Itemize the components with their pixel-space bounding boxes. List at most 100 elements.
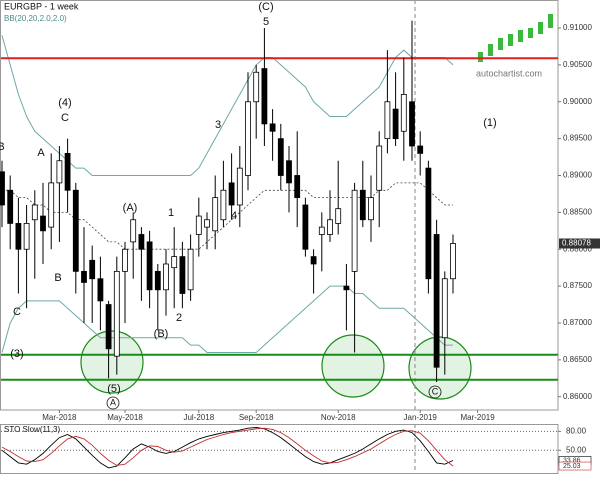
y-tick-label: 0.89000 [563, 171, 592, 180]
chart-title: EURGBP - 1 week [4, 1, 79, 11]
candle-body [23, 223, 30, 250]
candle-body [146, 241, 153, 291]
logo-bar [548, 14, 553, 28]
wave-label: 2 [176, 312, 182, 324]
sto-line [1, 427, 454, 469]
y-tick-label: 0.88500 [563, 207, 592, 216]
x-tick-label: Jul-2018 [183, 413, 214, 422]
wave-label: (3) [10, 348, 23, 360]
candle-body [179, 256, 186, 294]
candle-body [89, 259, 96, 280]
candle-body [368, 197, 374, 221]
candle-body [163, 263, 169, 291]
y-tick-label: 0.86000 [563, 392, 592, 401]
candle-body [105, 304, 112, 350]
candle-body [433, 234, 440, 368]
candle-body [236, 167, 243, 206]
wave-label: 3 [215, 119, 221, 131]
x-tick-label: Mar-2018 [42, 413, 77, 422]
candle-body [384, 101, 391, 140]
candle-body [122, 248, 128, 272]
wave-label: (4) [58, 97, 71, 109]
wave-label: A [37, 147, 45, 159]
candle-body [97, 278, 104, 302]
x-tick-label: May-2018 [107, 413, 143, 422]
candle-body [310, 256, 317, 265]
candle-body [195, 215, 202, 235]
y-tick-label: 0.89500 [563, 134, 592, 143]
logo-bar [488, 44, 493, 56]
candle-body [417, 145, 424, 154]
candle-body [154, 270, 161, 291]
candle-body [7, 189, 14, 224]
candle-body [204, 219, 210, 228]
candle-body [212, 197, 219, 232]
wave-label: B [54, 272, 61, 284]
candle-body [269, 123, 276, 132]
wave-label: (1) [483, 117, 496, 129]
y-tick-label: 0.87500 [563, 281, 592, 290]
candle-body [130, 219, 137, 243]
candle-body [450, 243, 456, 280]
x-tick-label: Mar-2019 [460, 413, 495, 422]
candle-body [245, 101, 251, 176]
logo-bar [528, 28, 533, 38]
x-tick-label: Jan-2019 [404, 413, 438, 422]
band-middle [2, 182, 453, 250]
indicator-label: BB(20,20,2.0,2.0) [4, 14, 67, 23]
band-lower [1, 285, 453, 353]
y-tick-label: 50.00 [566, 445, 587, 454]
candle-body [15, 223, 22, 250]
wave-label: B [0, 141, 5, 153]
candle-body [294, 175, 301, 199]
candle-body [392, 108, 399, 140]
candle-body [409, 101, 415, 147]
candle-body [171, 256, 178, 269]
sto-line [1, 427, 454, 467]
value-label: 33.86 [563, 457, 581, 464]
band-upper [1, 35, 454, 176]
logo [478, 14, 553, 62]
sto-frame [0, 424, 559, 474]
y-tick-label: 80.00 [566, 426, 587, 435]
y-tick-label: 0.90000 [563, 97, 592, 106]
wave-label: C [61, 112, 69, 124]
y-tick-label: 0.86500 [563, 355, 592, 364]
x-tick-label: Nov-2018 [321, 413, 356, 422]
candle-body [343, 285, 350, 291]
candle-body [228, 182, 235, 206]
candle-body [48, 182, 55, 228]
logo-bar [538, 22, 543, 34]
wave-label: (5) [107, 383, 120, 395]
candle-body [261, 68, 268, 125]
candle-body [400, 93, 407, 132]
logo-bar [478, 52, 483, 62]
candle-body [359, 189, 366, 221]
annotation-circle [106, 396, 120, 410]
pattern-circle [408, 336, 472, 400]
candle-body [327, 219, 333, 235]
candle-body [277, 138, 284, 176]
y-tick-label: 0.87000 [563, 318, 592, 327]
logo-bar [498, 38, 503, 50]
candle-body [286, 160, 292, 184]
candle-body [56, 160, 63, 184]
candle-body [441, 278, 448, 339]
candle-body [302, 204, 309, 250]
candle-body [0, 171, 5, 206]
logo-bar [518, 30, 523, 42]
wave-label: A [110, 397, 116, 407]
wave-label: C [432, 386, 439, 396]
annotation-circle [428, 385, 442, 399]
y-tick-label: 0.88000 [563, 244, 592, 253]
wave-label: 1 [168, 207, 174, 219]
y-tick-label: 0.91000 [563, 23, 592, 32]
candle-body [253, 71, 260, 103]
candle-body [72, 189, 79, 272]
value-label-box [558, 461, 592, 471]
candle-body [318, 226, 325, 235]
candle-body [425, 167, 432, 280]
last-price-label: 0.88078 [562, 239, 591, 248]
